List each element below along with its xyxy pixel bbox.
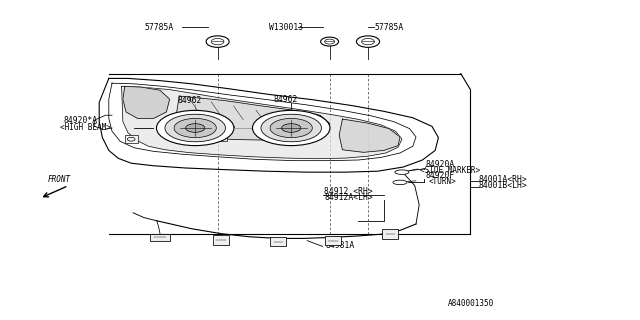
- Ellipse shape: [174, 118, 216, 138]
- Ellipse shape: [395, 170, 409, 174]
- Bar: [150, 234, 170, 241]
- Text: 84920*B: 84920*B: [192, 116, 226, 125]
- Text: <SIDE MARKER>: <SIDE MARKER>: [420, 166, 481, 175]
- Ellipse shape: [252, 110, 330, 146]
- Ellipse shape: [393, 180, 407, 185]
- Text: FRONT: FRONT: [47, 175, 70, 184]
- Ellipse shape: [261, 114, 321, 142]
- Bar: [212, 235, 229, 245]
- Polygon shape: [176, 96, 330, 140]
- Text: 84912 <RH>: 84912 <RH>: [324, 187, 373, 196]
- Polygon shape: [339, 119, 400, 152]
- Ellipse shape: [282, 124, 301, 132]
- Ellipse shape: [270, 118, 312, 138]
- Text: 84920*A: 84920*A: [64, 116, 98, 125]
- Bar: [214, 133, 227, 141]
- Ellipse shape: [156, 110, 234, 146]
- Bar: [383, 229, 398, 239]
- Bar: [325, 236, 341, 245]
- Text: 84962: 84962: [273, 95, 298, 104]
- Polygon shape: [122, 86, 402, 159]
- Ellipse shape: [165, 114, 225, 142]
- Text: 84001B<LH>: 84001B<LH>: [479, 181, 527, 190]
- Text: 84920A: 84920A: [426, 160, 455, 169]
- Text: 57785A: 57785A: [144, 23, 173, 32]
- Text: 84001A<RH>: 84001A<RH>: [479, 175, 527, 184]
- Text: 84912A<LH>: 84912A<LH>: [324, 193, 373, 202]
- Bar: [125, 135, 138, 143]
- Polygon shape: [123, 86, 170, 118]
- Text: 84962: 84962: [177, 96, 202, 105]
- Text: 57785A: 57785A: [374, 23, 404, 32]
- Text: <TURN>: <TURN>: [429, 177, 456, 186]
- Ellipse shape: [186, 124, 205, 132]
- Bar: [270, 237, 287, 246]
- Text: W130013: W130013: [269, 23, 303, 32]
- Text: 84981A: 84981A: [325, 241, 355, 250]
- Text: <HIGH BEAM>: <HIGH BEAM>: [60, 123, 110, 132]
- Text: 84920F: 84920F: [426, 171, 455, 180]
- Text: A840001350: A840001350: [448, 299, 494, 308]
- Text: <LOW BEAM>: <LOW BEAM>: [189, 123, 236, 132]
